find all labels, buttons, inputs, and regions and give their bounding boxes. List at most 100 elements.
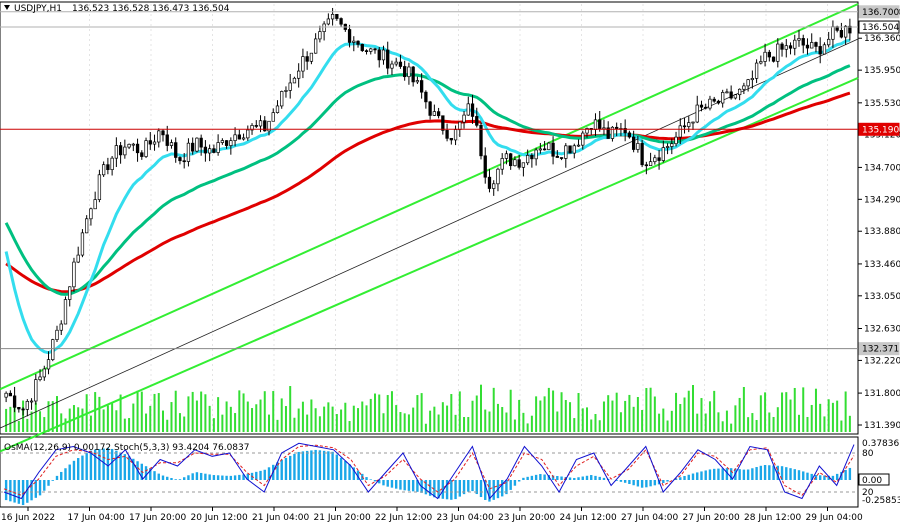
osma-bar bbox=[636, 480, 640, 487]
osma-bar bbox=[602, 477, 606, 480]
volume-bar bbox=[217, 397, 220, 432]
bear-candle bbox=[161, 130, 165, 136]
volume-bar bbox=[259, 399, 262, 432]
bull-candle bbox=[89, 208, 93, 220]
bull-candle bbox=[68, 286, 72, 300]
moving-averages bbox=[4, 38, 851, 355]
volume-bar bbox=[836, 400, 839, 432]
price-label-gray: 136.700 bbox=[862, 8, 899, 18]
osma-bar bbox=[560, 476, 563, 480]
osma-bar bbox=[797, 470, 801, 480]
volume-bar bbox=[183, 416, 186, 432]
volume-bar bbox=[488, 411, 491, 432]
volume-bar bbox=[641, 410, 644, 432]
bull-candle bbox=[271, 112, 275, 122]
time-tick-label: 20 Jun 12:00 bbox=[191, 513, 248, 523]
bull-candle bbox=[46, 359, 51, 370]
osma-bar bbox=[437, 480, 440, 499]
bear-candle bbox=[199, 137, 203, 148]
volume-bar bbox=[297, 408, 300, 432]
volume-bar bbox=[314, 408, 317, 432]
dropdown-triangle-icon[interactable] bbox=[4, 5, 10, 10]
volume-bar bbox=[598, 420, 601, 432]
volume-bar bbox=[77, 407, 80, 432]
bear-candle bbox=[106, 164, 110, 170]
volume-bar bbox=[378, 394, 381, 432]
volume-bar bbox=[798, 414, 800, 432]
volume-bar bbox=[153, 393, 156, 432]
bull-candle bbox=[34, 379, 38, 402]
bear-candle bbox=[530, 155, 534, 160]
osma-bar bbox=[802, 471, 805, 480]
osma-bar bbox=[47, 480, 50, 486]
volume-bar bbox=[607, 395, 610, 432]
bear-candle bbox=[165, 134, 169, 146]
volume-bar bbox=[149, 405, 152, 432]
price-tick-label: 132.220 bbox=[864, 356, 900, 366]
bull-candle bbox=[42, 368, 46, 378]
bear-candle bbox=[254, 125, 258, 127]
osma-bar bbox=[632, 480, 635, 486]
volume-bar bbox=[416, 395, 419, 432]
osma-bar bbox=[297, 451, 300, 480]
volume-bar bbox=[615, 392, 618, 432]
volume-bar bbox=[386, 395, 389, 432]
bull-candle bbox=[564, 145, 568, 159]
bull-candle bbox=[466, 103, 470, 116]
volume-bar bbox=[471, 400, 474, 432]
volume-bar bbox=[653, 396, 656, 432]
volume-bar bbox=[140, 391, 143, 432]
bull-candle bbox=[157, 130, 161, 143]
osma-bar bbox=[789, 468, 792, 480]
time-tick-label: 21 Jun 20:00 bbox=[314, 513, 371, 523]
osma-bar bbox=[793, 469, 796, 480]
volume-bar bbox=[522, 412, 525, 432]
osma-bar bbox=[551, 475, 555, 480]
osma-bar bbox=[77, 458, 80, 480]
osma-bar bbox=[441, 480, 445, 499]
volume-bar bbox=[581, 408, 584, 432]
volume-bar bbox=[365, 405, 368, 432]
bear-candle bbox=[568, 145, 572, 154]
bear-candle bbox=[470, 103, 475, 117]
price-label-box bbox=[858, 122, 900, 136]
bull-candle bbox=[843, 25, 848, 38]
volume-bar bbox=[573, 418, 576, 432]
volume-bar bbox=[840, 420, 843, 432]
bull-candle bbox=[152, 141, 157, 145]
volume-bar bbox=[624, 400, 627, 432]
osma-bar bbox=[26, 480, 29, 503]
price-label-box bbox=[858, 5, 900, 19]
volume-bar bbox=[280, 398, 283, 432]
osma-bar bbox=[149, 468, 152, 480]
bull-candle bbox=[241, 137, 246, 140]
osma-bar bbox=[276, 462, 279, 480]
bear-candle bbox=[801, 38, 805, 46]
bull-candle bbox=[793, 39, 797, 49]
volume-bar bbox=[496, 403, 499, 432]
bear-candle bbox=[12, 395, 17, 408]
bull-candle bbox=[534, 149, 538, 160]
volume-bar bbox=[255, 404, 258, 432]
osma-bar bbox=[598, 476, 601, 480]
bear-candle bbox=[483, 155, 487, 178]
bear-candle bbox=[347, 29, 352, 43]
osma-bar bbox=[166, 476, 169, 480]
osma-bar bbox=[191, 473, 194, 480]
bull-candle bbox=[665, 146, 670, 148]
indicator-header: OsMA(12,26,9) 0.00172 Stoch(5,3,3) 93.42… bbox=[4, 443, 250, 453]
bull-candle bbox=[521, 162, 526, 168]
osma-bar bbox=[110, 448, 114, 480]
bear-candle bbox=[716, 100, 721, 104]
osma-bar bbox=[365, 477, 368, 480]
bear-candle bbox=[140, 152, 144, 157]
bull-candle bbox=[496, 168, 500, 185]
volume-bar bbox=[649, 387, 652, 432]
volume-bar bbox=[814, 388, 817, 432]
osma-bar bbox=[526, 476, 529, 480]
osma-bar bbox=[123, 454, 127, 480]
volume-bar bbox=[446, 405, 449, 432]
price-tick-label: 135.530 bbox=[864, 99, 900, 109]
